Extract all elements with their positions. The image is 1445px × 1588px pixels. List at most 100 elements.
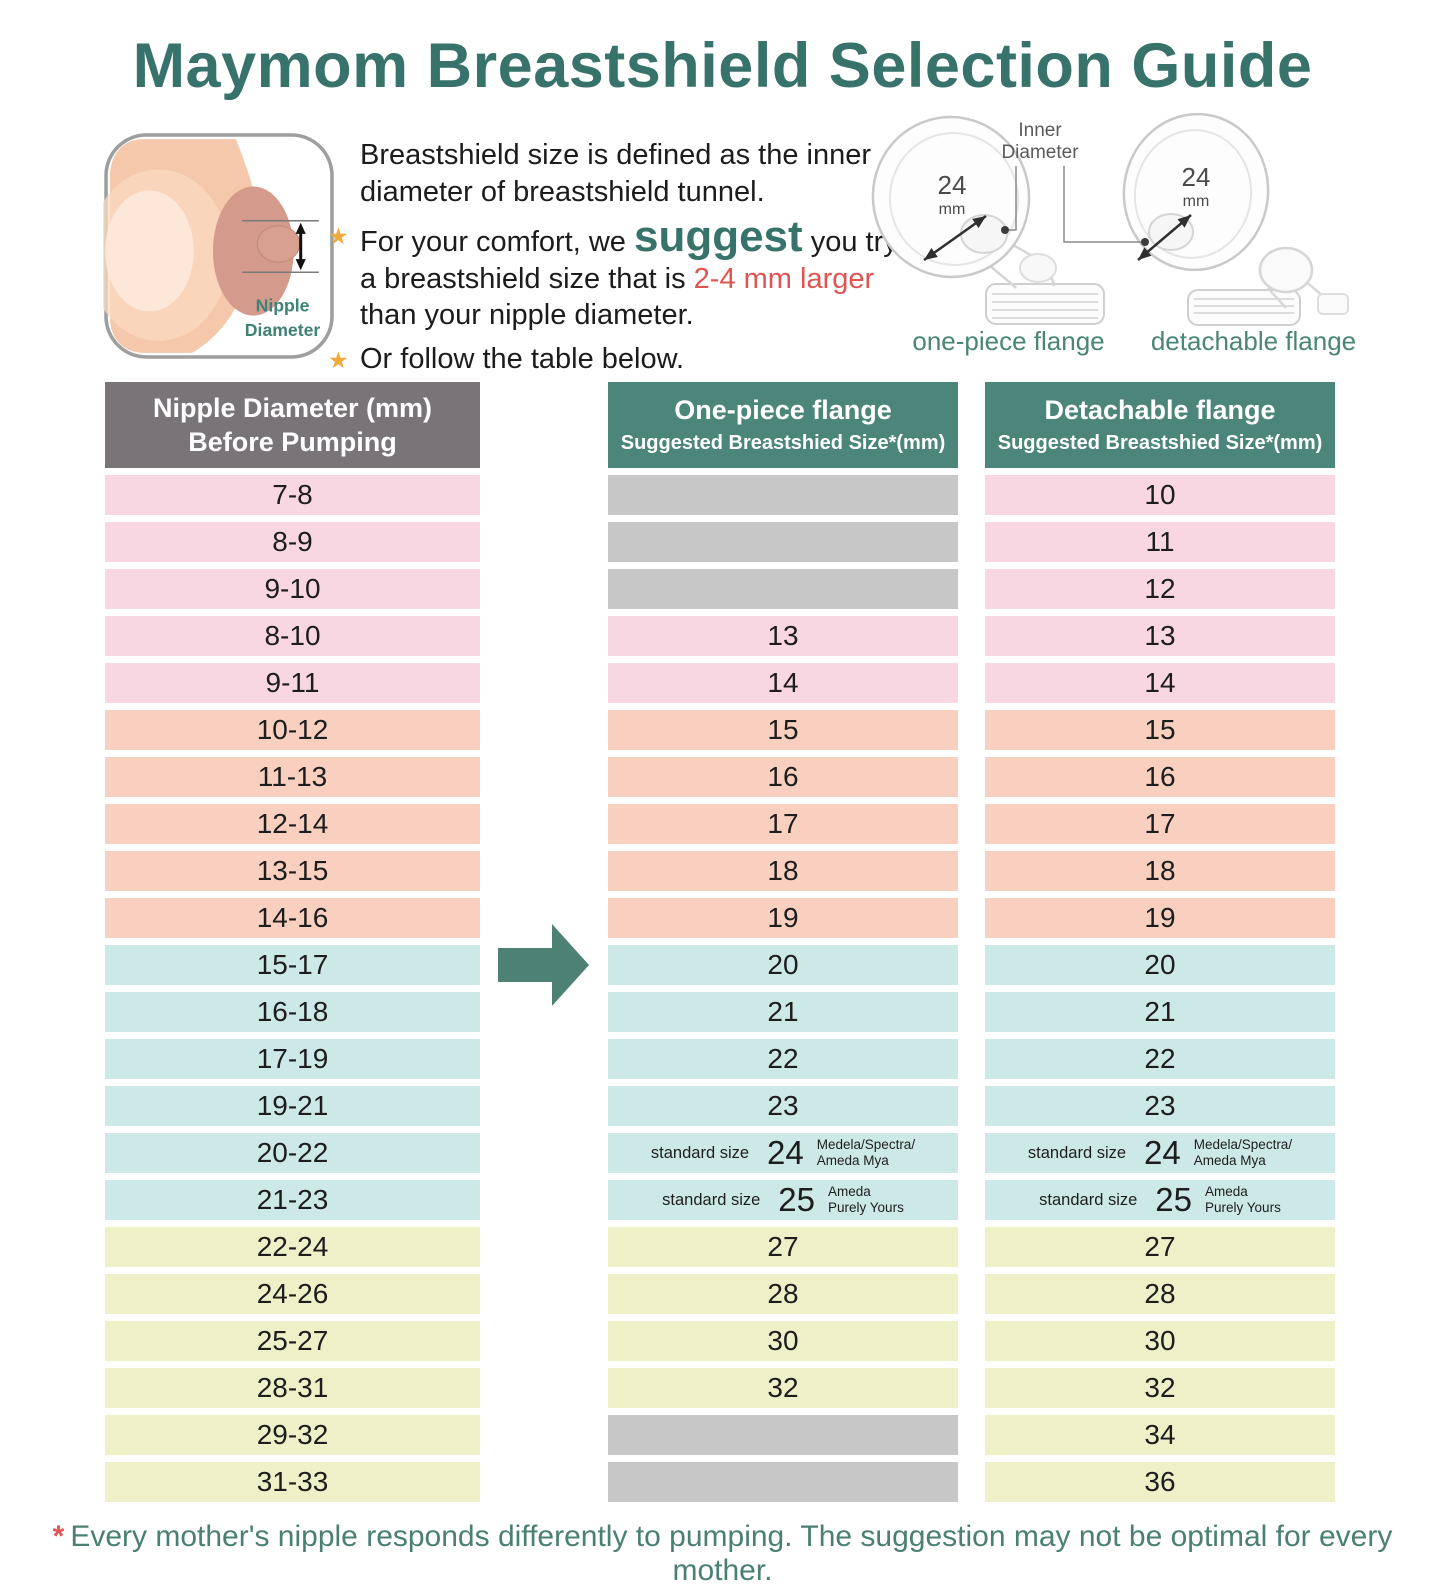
footnote: * Every mother's nipple responds differen… <box>0 1520 1445 1588</box>
nipple-range-cell: 9-11 <box>105 663 480 703</box>
pump-brand-note: Medela/Spectra/Ameda Mya <box>1193 1137 1293 1168</box>
nipple-diameter-diagram: Nipple Diameter <box>87 132 335 360</box>
one-piece-size-cell: 14 <box>608 663 958 703</box>
footnote-text: Every mother's nipple responds different… <box>70 1520 1393 1587</box>
pump-brand-note: Ameda Purely Yours <box>1205 1184 1281 1215</box>
nipple-range-cell: 15-17 <box>105 945 480 985</box>
size-value: 24 <box>1144 1134 1181 1171</box>
one-piece-flange-label: one-piece flange <box>912 326 1105 356</box>
detachable-flange-illustration: 24 mm <box>1122 112 1349 326</box>
detachable-size-cell: 18 <box>985 851 1335 891</box>
bullet2-text: Or follow the table below. <box>360 342 685 375</box>
nipple-range-cell: 22-24 <box>105 1227 480 1267</box>
detachable-size-cell: 19 <box>985 898 1335 938</box>
nipple-range-cell: 12-14 <box>105 804 480 844</box>
detachable-size-cell: 30 <box>985 1321 1335 1361</box>
nipple-range-cell: 14-16 <box>105 898 480 938</box>
header-subtitle: Suggested Breastshied Size*(mm) <box>620 431 946 454</box>
footnote-asterisk: * <box>52 1520 65 1553</box>
intro-sentence: Breastshield size is defined as the inne… <box>360 137 905 210</box>
flange-illustrations: 24 mm 24 mm Inner Diameter <box>871 112 1349 326</box>
standard-size-label: standard size <box>662 1190 761 1209</box>
detachable-size-cell: 16 <box>985 757 1335 797</box>
one-piece-size-cell: 27 <box>608 1227 958 1267</box>
one-piece-size-cell: 32 <box>608 1368 958 1408</box>
one-piece-size-cell: 21 <box>608 992 958 1032</box>
breast-illustration: Nipple Diameter <box>87 133 334 359</box>
nipple-diameter-label-line1: Nipple <box>256 296 310 316</box>
one-piece-size-cell: 17 <box>608 804 958 844</box>
inner-diameter-label-line1: Inner <box>1018 120 1062 141</box>
nipple-range-cell: 11-13 <box>105 757 480 797</box>
header-title: Nipple Diameter (mm) <box>152 393 433 424</box>
column-header-one-piece: One-piece flange Suggested Breastshied S… <box>608 382 958 468</box>
detachable-size-cell: 11 <box>985 522 1335 562</box>
standard-size-label: standard size <box>1027 1143 1127 1162</box>
detachable-size-cell: standard size 25 Ameda Purely Yours <box>985 1180 1335 1220</box>
standard-size-label: standard size <box>650 1143 750 1162</box>
header-title: One-piece flange <box>674 395 892 426</box>
detachable-size-cell: 13 <box>985 616 1335 656</box>
intro-text: Breastshield size is defined as the inne… <box>328 137 905 384</box>
one-piece-size-cell: 18 <box>608 851 958 891</box>
detachable-size-cell: 15 <box>985 710 1335 750</box>
detachable-size-cell: 21 <box>985 992 1335 1032</box>
detachable-flange-label: detachable flange <box>1150 326 1357 356</box>
header-subtitle: Before Pumping <box>188 426 397 457</box>
pump-brand-note: Medela/Spectra/Ameda Mya <box>816 1137 916 1168</box>
one-piece-size-cell: 19 <box>608 898 958 938</box>
detachable-size-cell: 22 <box>985 1039 1335 1079</box>
flange-labels: one-piece flange detachable flange <box>866 326 1444 362</box>
detachable-size-cell: 28 <box>985 1274 1335 1314</box>
size-value: 24 <box>767 1134 804 1171</box>
detachable-size-cell: standard size 24 Medela/Spectra/Ameda Mya <box>985 1133 1335 1173</box>
one-piece-size-cell: 28 <box>608 1274 958 1314</box>
inner-diameter-label-line2: Diameter <box>1001 142 1079 163</box>
selection-table: Nipple Diameter (mm) Before Pumping One-… <box>105 382 1335 1502</box>
size-range-emphasis: 2-4 mm larger <box>693 262 875 295</box>
detachable-size-cell: 34 <box>985 1415 1335 1455</box>
one-piece-size-cell: standard size 25 Ameda Purely Yours <box>608 1180 958 1220</box>
detachable-size-cell: 36 <box>985 1462 1335 1502</box>
bullet1-pre: For your comfort, we <box>360 226 634 259</box>
right-arrow-icon <box>480 924 608 1006</box>
nipple-range-cell: 28-31 <box>105 1368 480 1408</box>
suggest-emphasis: suggest <box>633 212 803 262</box>
header-subtitle: Suggested Breastshied Size*(mm) <box>997 431 1323 454</box>
one-piece-size-cell: 30 <box>608 1321 958 1361</box>
nipple-range-cell: 19-21 <box>105 1086 480 1126</box>
detachable-size-cell: 17 <box>985 804 1335 844</box>
nipple-range-cell: 31-33 <box>105 1462 480 1502</box>
nipple-range-cell: 10-12 <box>105 710 480 750</box>
nipple-range-cell: 20-22 <box>105 1133 480 1173</box>
star-icon: ★ <box>328 223 349 250</box>
one-piece-size-cell: 20 <box>608 945 958 985</box>
one-piece-size-cell <box>608 569 958 609</box>
column-header-nipple-diameter: Nipple Diameter (mm) Before Pumping <box>105 382 480 468</box>
nipple-range-cell: 21-23 <box>105 1180 480 1220</box>
one-piece-flange-illustration: 24 mm <box>871 115 1105 325</box>
nipple-range-cell: 7-8 <box>105 475 480 515</box>
pump-brand-note: Ameda Purely Yours <box>828 1184 904 1215</box>
nipple-range-cell: 8-9 <box>105 522 480 562</box>
nipple-range-cell: 17-19 <box>105 1039 480 1079</box>
size-value: 25 <box>1155 1181 1193 1218</box>
detachable-size-cell: 27 <box>985 1227 1335 1267</box>
one-piece-size-cell <box>608 522 958 562</box>
column-header-detachable: Detachable flange Suggested Breastshied … <box>985 382 1335 468</box>
one-piece-size-cell: 16 <box>608 757 958 797</box>
one-piece-size-cell <box>608 1415 958 1455</box>
star-icon: ★ <box>328 346 349 373</box>
inner-diameter-callout: Inner Diameter <box>1001 120 1149 246</box>
detachable-size-cell: 14 <box>985 663 1335 703</box>
one-piece-size-unit: mm <box>939 201 966 218</box>
detachable-size-cell: 10 <box>985 475 1335 515</box>
standard-size-label: standard size <box>1039 1190 1138 1209</box>
one-piece-size-cell: 15 <box>608 710 958 750</box>
intro-sentence-text: Breastshield size is defined as the inne… <box>360 139 872 208</box>
detachable-size-unit: mm <box>1183 193 1210 210</box>
header-title: Detachable flange <box>1044 395 1276 426</box>
detachable-size-cell: 20 <box>985 945 1335 985</box>
size-value: 25 <box>778 1181 816 1218</box>
one-piece-size-value: 24 <box>938 170 967 200</box>
